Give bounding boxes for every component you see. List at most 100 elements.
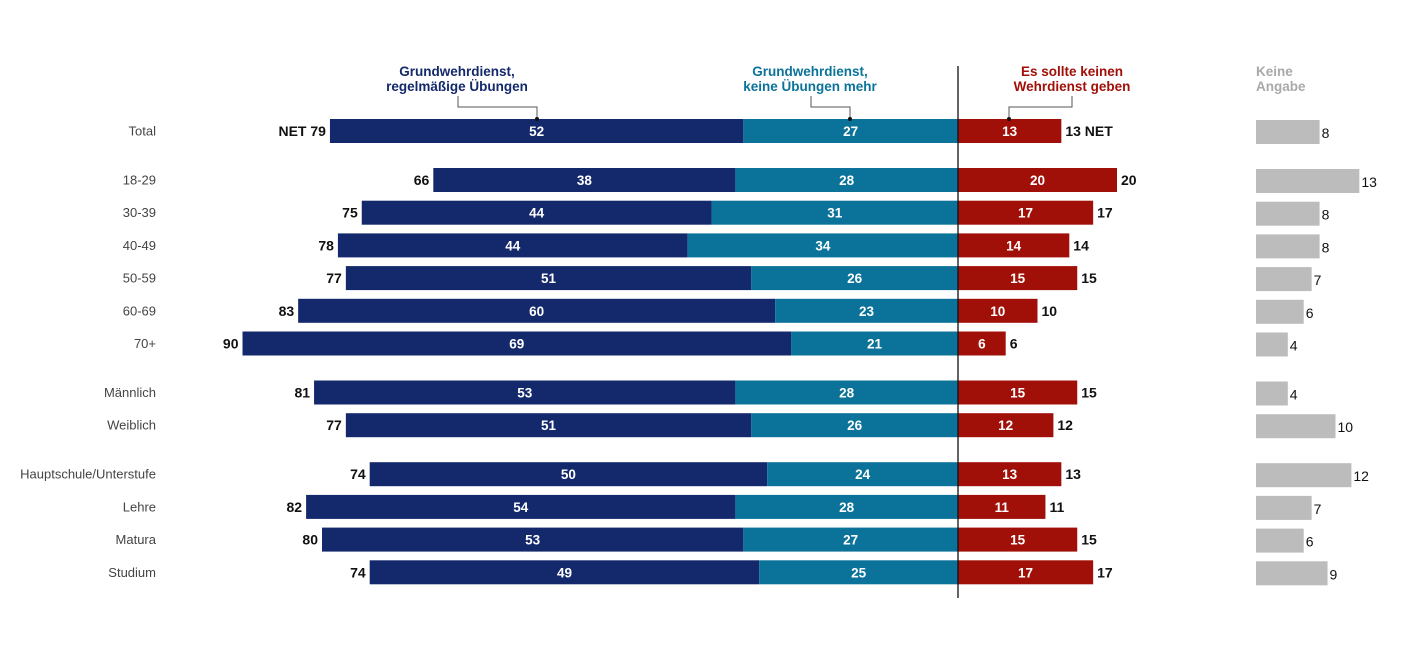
bar-segment-kein-wehrdienst [958,266,1078,291]
bar-keine-angabe [1256,381,1288,406]
bar-segment-kein-wehrdienst [958,331,1006,356]
keine-angabe-label: 4 [1290,338,1298,354]
row-label: 18-29 [123,173,156,188]
bar-keine-angabe [1256,267,1312,292]
row-label: Total [129,124,157,139]
bar-segment-keine-uebungen [791,331,958,356]
net-right-label: 14 [1073,237,1089,253]
net-right-label: 11 [1049,499,1064,515]
net-left-label: 74 [350,564,366,580]
data-label: 60 [529,304,544,319]
bar-segment-kein-wehrdienst [958,233,1070,258]
bar-segment-regelmaessige-uebungen [345,413,752,438]
row-label: 70+ [134,336,156,351]
keine-angabe-label: 6 [1306,534,1314,550]
net-left-label: 82 [287,499,303,515]
row-label: Matura [116,532,157,547]
net-right-label: 15 [1081,385,1097,401]
data-label: 31 [827,206,843,221]
net-left-label: 80 [302,532,318,548]
keine-angabe-label: 7 [1314,501,1322,517]
data-label: 6 [978,337,986,352]
bar-segment-kein-wehrdienst [958,560,1094,585]
bar-segment-keine-uebungen [751,266,958,291]
bar-keine-angabe [1256,120,1320,144]
data-label: 28 [839,500,855,515]
row-label: 30-39 [123,205,156,220]
bar-keine-angabe [1256,463,1352,488]
connector-dot-1 [535,117,539,121]
bar-segment-regelmaessige-uebungen [337,233,688,258]
header-series-1-line2: regelmäßige Übungen [386,79,528,94]
bar-segment-keine-uebungen [743,119,958,143]
data-label: 11 [995,500,1010,515]
data-label: 51 [541,271,557,286]
data-label: 23 [859,304,875,319]
data-label: 49 [557,565,572,580]
bar-segment-keine-uebungen [751,413,958,438]
data-label: 69 [509,337,524,352]
net-right-label: 13 [1065,466,1081,482]
data-label: 15 [1010,271,1026,286]
keine-angabe-label: 4 [1290,387,1298,403]
data-label: 27 [843,124,858,139]
data-label: 25 [851,565,867,580]
bar-keine-angabe [1256,201,1320,226]
bar-keine-angabe [1256,495,1312,520]
row-label: Männlich [104,385,156,400]
bar-segment-keine-uebungen [711,200,958,225]
bar-keine-angabe [1256,234,1320,259]
bar-keine-angabe [1256,561,1328,586]
data-label: 44 [505,238,521,253]
bar-segment-regelmaessige-uebungen [322,527,744,552]
data-label: 26 [847,271,863,286]
bar-keine-angabe [1256,414,1336,439]
header-series-1-line1: Grundwehrdienst, [399,64,515,79]
bar-segment-regelmaessige-uebungen [329,119,744,143]
header-series-2-line2: keine Übungen mehr [743,79,877,94]
bar-segment-regelmaessige-uebungen [298,298,776,323]
keine-angabe-label: 10 [1338,419,1354,435]
bar-keine-angabe [1256,169,1360,193]
row-label: Studium [108,565,156,580]
net-left-label: 78 [318,237,334,253]
net-right-label: 17 [1097,564,1113,580]
net-left-label: NET 79 [278,123,326,139]
connector-dot-3 [1007,117,1011,121]
net-left-label: 83 [279,303,295,319]
data-label: 15 [1010,386,1026,401]
header-series-3-line2: Wehrdienst geben [1013,79,1131,94]
connector-series-1 [457,96,538,119]
bar-segment-kein-wehrdienst [958,413,1054,438]
header-keine-angabe-line1: Keine [1256,64,1293,79]
connector-dots [535,117,1011,121]
keine-angabe-label: 8 [1322,207,1330,223]
bar-segment-kein-wehrdienst [958,380,1078,405]
bar-segment-kein-wehrdienst [958,462,1062,487]
data-label: 28 [839,386,855,401]
data-label: 26 [847,418,863,433]
keine-angabe-label: 12 [1353,468,1369,484]
data-label: 13 [1002,467,1018,482]
bar-segment-keine-uebungen [735,168,958,192]
bar-segment-kein-wehrdienst [958,200,1094,225]
keine-angabe-label: 6 [1306,305,1314,321]
data-label: 12 [998,418,1013,433]
keine-angabe-label: 8 [1322,125,1330,141]
bar-segment-keine-uebungen [759,560,958,585]
row-label: 50-59 [123,271,156,286]
data-label: 53 [517,386,533,401]
keine-angabe-label: 9 [1330,566,1338,582]
bar-segment-kein-wehrdienst [958,298,1038,323]
net-left-label: 74 [350,466,366,482]
bar-keine-angabe [1256,299,1304,324]
row-label: 40-49 [123,238,156,253]
keine-angabe-label: 8 [1322,239,1330,255]
bar-segment-regelmaessige-uebungen [345,266,752,291]
net-left-label: 90 [223,336,239,352]
data-label: 13 [1002,124,1018,139]
data-label: 17 [1018,206,1033,221]
net-left-label: 75 [342,205,358,221]
bar-segment-kein-wehrdienst [958,527,1078,552]
data-label: 38 [577,173,593,188]
